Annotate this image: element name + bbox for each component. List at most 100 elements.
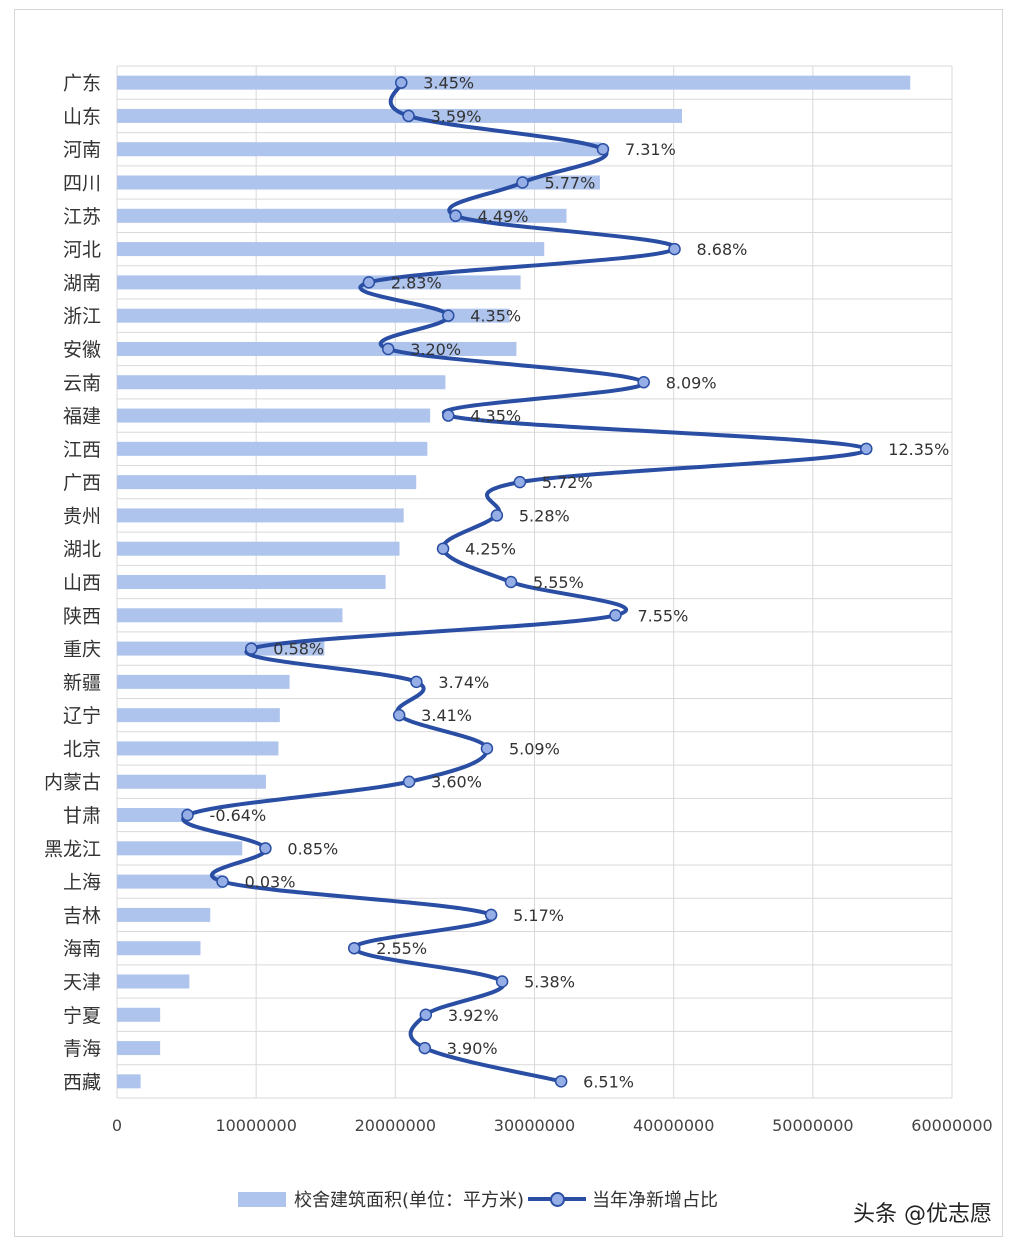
data-label: 5.28%	[519, 506, 570, 525]
category-label: 新疆	[63, 672, 101, 694]
data-label: 12.35%	[888, 440, 949, 459]
line-marker	[362, 276, 376, 289]
data-label: -0.64%	[210, 806, 267, 825]
data-label: 6.51%	[583, 1072, 634, 1091]
bar	[117, 175, 600, 190]
line-marker	[860, 442, 873, 456]
category-label: 湖南	[63, 272, 101, 294]
category-label: 甘肃	[63, 805, 101, 827]
bar	[117, 75, 911, 90]
data-label: 4.49%	[478, 207, 529, 226]
line-marker	[495, 975, 509, 988]
data-label: 3.60%	[431, 773, 482, 792]
line-marker	[259, 842, 272, 855]
line-markers	[181, 76, 873, 1088]
bar	[117, 741, 279, 756]
category-label: 河北	[63, 239, 101, 261]
bar	[117, 475, 417, 490]
bar	[117, 808, 190, 823]
line-marker	[410, 675, 423, 689]
data-label: 5.38%	[524, 972, 575, 991]
data-label: 2.83%	[391, 273, 442, 292]
bar	[117, 508, 404, 523]
category-label: 天津	[63, 971, 101, 993]
legend-line-swatch-icon	[528, 1191, 587, 1207]
line-marker	[395, 76, 408, 89]
line-marker	[609, 609, 622, 622]
bar	[117, 674, 290, 689]
value-axis: 0 10000000 20000000 30000000 40000000 5000000…	[112, 1116, 993, 1135]
data-label: 8.09%	[666, 373, 717, 392]
category-label: 云南	[63, 372, 101, 394]
bar	[117, 575, 386, 589]
legend-bar-swatch-icon	[238, 1191, 286, 1207]
x-tick-label: 20000000	[355, 1116, 436, 1135]
data-label: 5.55%	[533, 573, 584, 592]
line-marker	[392, 708, 406, 722]
data-label: 5.09%	[509, 739, 560, 758]
category-label: 海南	[63, 938, 101, 960]
category-label: 江西	[63, 439, 101, 461]
line-marker	[637, 376, 650, 389]
line-marker	[402, 775, 416, 788]
category-label: 河南	[63, 139, 101, 161]
bar	[117, 441, 428, 456]
line-marker	[490, 509, 504, 522]
line-series	[181, 80, 869, 1084]
x-tick-label: 50000000	[772, 1116, 853, 1135]
data-label: 7.31%	[625, 140, 676, 159]
category-label: 贵州	[63, 505, 101, 527]
data-label: 5.77%	[544, 174, 595, 193]
data-label: 3.59%	[431, 107, 482, 126]
data-label: 3.92%	[448, 1006, 499, 1025]
bar	[117, 1007, 161, 1022]
data-label: 0.03%	[245, 873, 296, 892]
category-label: 辽宁	[63, 705, 101, 727]
x-tick-label: 40000000	[633, 1116, 714, 1135]
line-marker	[436, 542, 450, 555]
category-label: 北京	[63, 738, 101, 760]
legend-bar-label: 校舍建筑面积(单位：平方米)	[294, 1190, 525, 1211]
category-label: 内蒙古	[44, 772, 101, 794]
category-label: 湖北	[63, 539, 101, 561]
x-tick-label: 60000000	[911, 1116, 992, 1135]
category-axis: 广东山东河南四川江苏河北湖南浙江安徽云南福建江西广西贵州湖北山西陕西重庆新疆辽宁…	[44, 73, 101, 1094]
category-label: 四川	[63, 173, 101, 195]
bar	[117, 408, 431, 423]
category-label: 青海	[63, 1038, 101, 1060]
category-label: 浙江	[63, 306, 101, 328]
data-label: 0.58%	[273, 640, 324, 659]
bar	[117, 974, 190, 989]
category-label: 广西	[63, 472, 101, 494]
line-marker	[442, 409, 455, 422]
line-marker	[442, 309, 455, 322]
data-label: 0.85%	[287, 839, 338, 858]
category-label: 陕西	[63, 605, 101, 627]
bar	[117, 907, 211, 922]
x-tick-label: 10000000	[215, 1116, 296, 1135]
bar	[117, 1074, 141, 1089]
bar	[117, 275, 521, 290]
category-label: 上海	[63, 872, 101, 894]
data-label: 4.35%	[470, 407, 521, 426]
line-marker	[504, 575, 518, 589]
category-label: 宁夏	[63, 1005, 101, 1027]
bar	[117, 1041, 161, 1056]
category-label: 山东	[63, 106, 101, 128]
line-marker	[513, 475, 527, 489]
data-labels: 3.45% 3.59% 7.31% 5.77% 4.49% 8.68% 2.83% 4.35%…	[210, 74, 950, 1092]
bar	[117, 708, 280, 723]
bar	[117, 242, 545, 257]
category-label: 吉林	[63, 905, 101, 927]
category-label: 江苏	[63, 206, 101, 228]
category-label: 安徽	[63, 339, 101, 361]
line-marker	[245, 642, 258, 655]
line-marker	[596, 142, 610, 156]
category-label: 西藏	[63, 1071, 101, 1093]
line-marker	[554, 1075, 568, 1088]
bar	[117, 608, 343, 623]
legend-line-label: 当年净新增占比	[592, 1190, 719, 1211]
data-label: 3.20%	[410, 340, 461, 359]
bar	[117, 541, 400, 556]
